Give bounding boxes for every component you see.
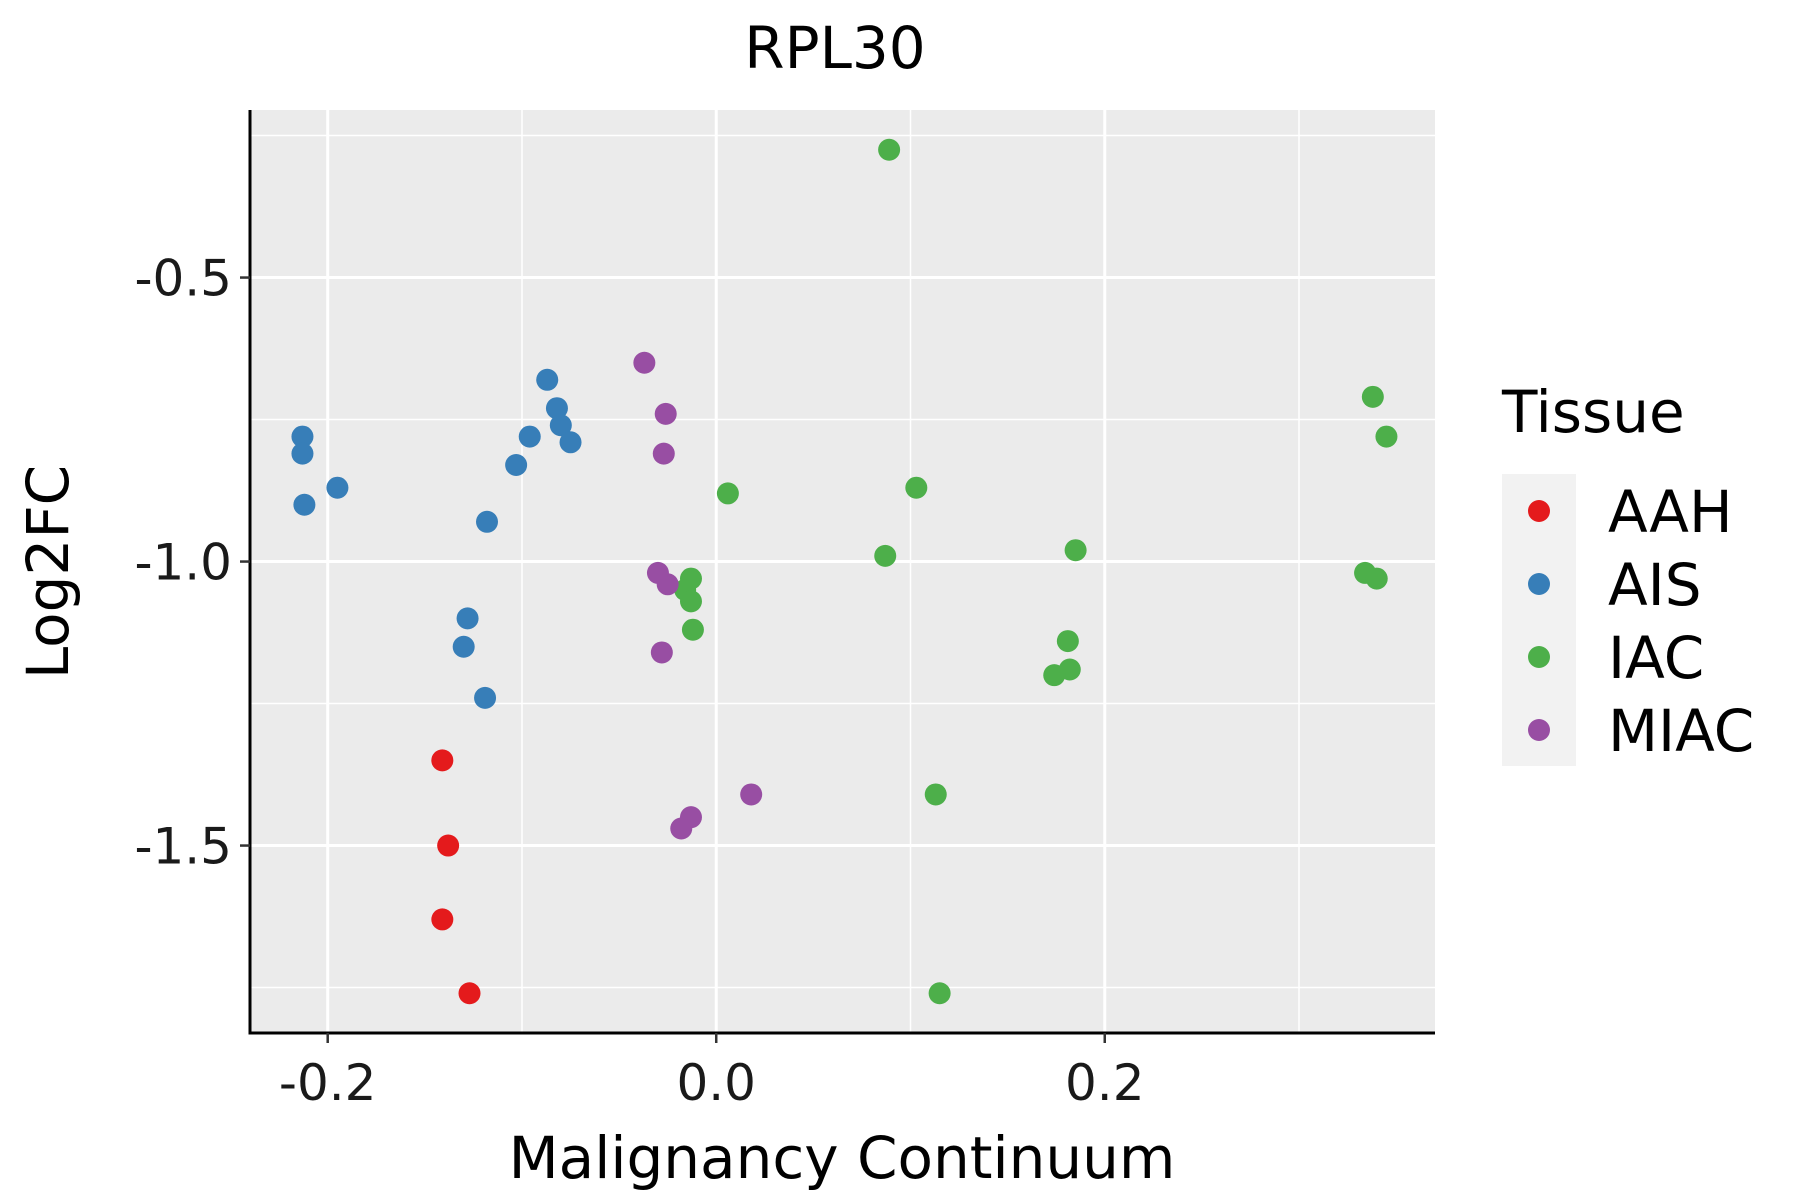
x-axis-title: Malignancy Continuum <box>509 1124 1176 1192</box>
point-iac <box>924 783 947 806</box>
legend-title: Tissue <box>1501 378 1685 446</box>
x-axis-ticks: -0.2 0.0 0.2 <box>279 1033 1145 1112</box>
y-tick-label: -1.0 <box>134 534 232 592</box>
legend-label-miac: MIAC <box>1608 697 1754 765</box>
point-ais <box>326 476 349 499</box>
point-ais <box>549 414 572 437</box>
y-axis-title: Log2FC <box>14 465 82 679</box>
point-miac <box>654 402 677 425</box>
point-iac <box>874 544 897 567</box>
point-ais <box>291 425 314 448</box>
point-iac <box>679 590 702 613</box>
point-miac <box>650 641 673 664</box>
x-tick-label: 0.2 <box>1065 1054 1145 1112</box>
legend-key-iac <box>1528 646 1550 668</box>
point-ais <box>536 368 559 391</box>
point-iac <box>1043 664 1066 687</box>
point-ais <box>474 686 497 709</box>
point-ais <box>505 454 528 476</box>
plot-panel <box>250 110 1435 1033</box>
grid-lines <box>250 110 1435 1033</box>
point-ais <box>545 397 568 420</box>
point-aah <box>431 908 454 931</box>
point-miac <box>670 817 693 840</box>
point-ais <box>559 431 582 454</box>
point-ais <box>452 635 475 658</box>
point-iac <box>716 482 739 505</box>
y-tick-label: -1.5 <box>134 818 232 876</box>
legend-key-background <box>1502 474 1576 766</box>
point-iac <box>1365 567 1388 590</box>
point-iac <box>1064 539 1087 562</box>
point-ais <box>518 425 541 448</box>
point-ais <box>293 493 316 516</box>
legend-label-iac: IAC <box>1608 624 1704 692</box>
chart-title: RPL30 <box>744 14 925 82</box>
legend-key-aah <box>1528 500 1550 522</box>
point-ais <box>476 510 498 533</box>
point-iac <box>878 138 901 161</box>
point-aah <box>458 982 481 1005</box>
point-iac <box>1056 630 1079 653</box>
legend-key-ais <box>1528 573 1550 595</box>
x-tick-label: -0.2 <box>279 1054 377 1112</box>
point-iac <box>928 982 951 1005</box>
point-miac <box>633 351 656 374</box>
y-axis-ticks: -0.5 -1.0 -1.5 <box>134 250 250 876</box>
point-aah <box>437 834 460 857</box>
legend-label-ais: AIS <box>1608 551 1702 619</box>
point-iac <box>905 476 928 499</box>
legend-key-miac <box>1528 719 1550 741</box>
point-miac <box>652 442 675 465</box>
data-points <box>291 138 1398 1005</box>
point-ais <box>291 442 314 465</box>
y-tick-label: -0.5 <box>134 250 232 308</box>
x-tick-label: 0.0 <box>676 1054 756 1112</box>
point-iac <box>1375 425 1398 448</box>
legend-label-aah: AAH <box>1608 478 1733 546</box>
point-iac <box>1361 385 1384 408</box>
point-miac <box>656 573 679 596</box>
point-aah <box>431 749 454 772</box>
point-iac <box>681 618 704 641</box>
point-miac <box>740 783 763 806</box>
point-ais <box>456 607 479 630</box>
